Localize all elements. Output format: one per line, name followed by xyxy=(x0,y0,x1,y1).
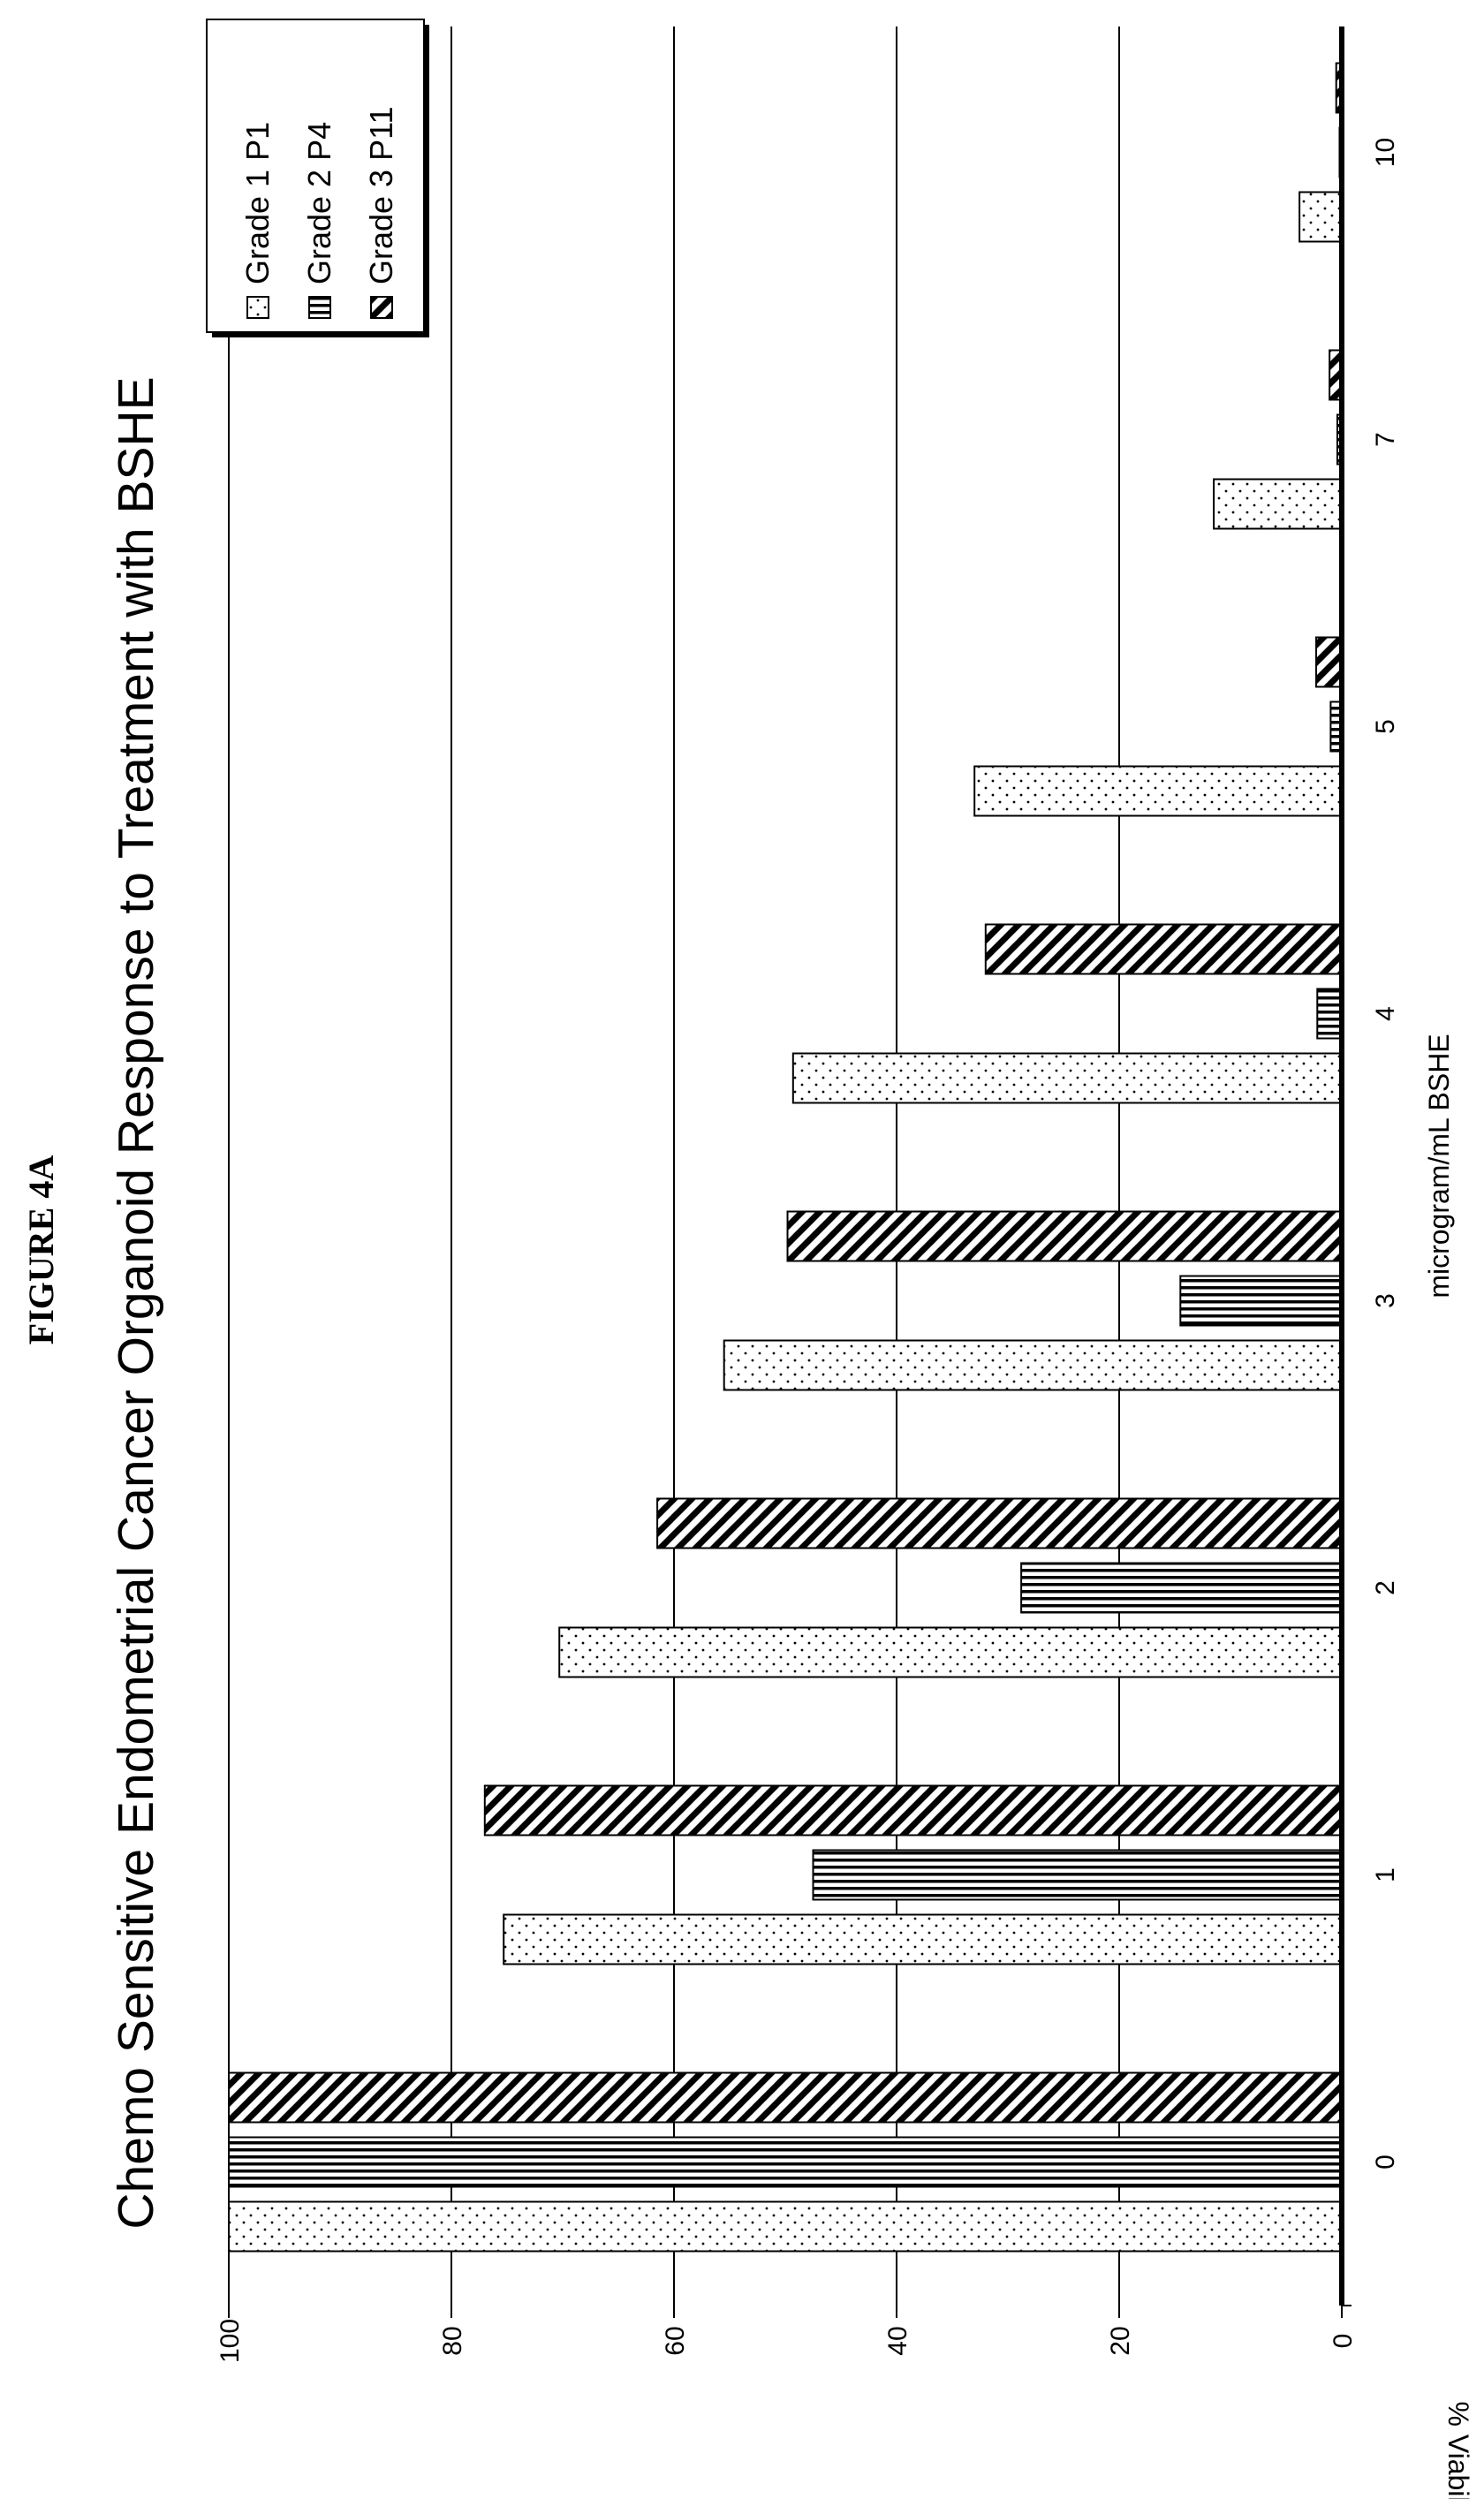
bar-grade-3-p11-0 xyxy=(228,2071,1343,2124)
y-tick-label: 40 xyxy=(883,2326,912,2355)
bar-grade-1-p1-10 xyxy=(1298,191,1343,243)
bar-grade-3-p11-3 xyxy=(786,1210,1343,1262)
bar-grade-3-p11-5 xyxy=(1315,636,1344,688)
category-label: 10 xyxy=(1371,138,1400,167)
y-tick-label: 100 xyxy=(216,2319,245,2363)
legend-label: Grade 2 P4 xyxy=(301,122,337,284)
bar-grade-2-p4-0 xyxy=(228,2136,1343,2188)
bar-grade-1-p1-1 xyxy=(503,1913,1343,1965)
bar-grade-3-p11-1 xyxy=(483,1784,1343,1836)
legend-label: Grade 3 P11 xyxy=(363,107,399,284)
bar-grade-2-p4-1 xyxy=(812,1849,1343,1901)
bar-grade-1-p1-5 xyxy=(973,765,1343,817)
y-tick-label: 60 xyxy=(661,2326,690,2355)
figure-label: FIGURE 4A xyxy=(21,1155,61,1345)
value-axis-ticks: 0 20 40 60 80 100 xyxy=(216,2306,1358,2363)
bars xyxy=(228,62,1344,2253)
y-tick-label: 20 xyxy=(1106,2326,1135,2355)
bar-grade-1-p1-7 xyxy=(1213,478,1343,530)
chart-title: Chemo Sensitive Endometrial Cancer Organ… xyxy=(108,376,164,2229)
bar-grade-2-p4-2 xyxy=(1020,1562,1343,1614)
y-tick-label: 80 xyxy=(438,2326,467,2355)
legend-swatch xyxy=(308,296,331,319)
category-label: 4 xyxy=(1371,1006,1400,1021)
bar-grade-3-p11-2 xyxy=(656,1497,1343,1549)
category-label: 2 xyxy=(1371,1580,1400,1595)
y-tick-label: 0 xyxy=(1329,2334,1358,2349)
category-labels: 0 1 2 3 4 5 7 10 xyxy=(1371,138,1400,2170)
bar-grade-1-p1-2 xyxy=(558,1626,1343,1678)
bar-grade-1-p1-0 xyxy=(228,2200,1343,2253)
bar-grade-1-p1-3 xyxy=(723,1339,1343,1391)
legend-swatch xyxy=(246,296,269,319)
legend-label: Grade 1 P1 xyxy=(239,122,276,284)
category-label: 1 xyxy=(1371,1867,1400,1882)
legend-swatch xyxy=(370,296,393,319)
bar-grade-2-p4-3 xyxy=(1179,1275,1344,1327)
category-label: 7 xyxy=(1371,432,1400,447)
bar-grade-3-p11-4 xyxy=(984,923,1344,975)
bar-grade-2-p4-4 xyxy=(1316,988,1344,1040)
x-axis-title: microgram/mL BSHE xyxy=(1423,1034,1455,1298)
legend: Grade 1 P1 Grade 2 P4 Grade 3 P11 xyxy=(206,19,429,337)
category-label: 5 xyxy=(1371,719,1400,734)
legend-box xyxy=(206,19,425,333)
y-axis-title: % Viability xyxy=(1442,2401,1474,2499)
category-label: 0 xyxy=(1371,2154,1400,2170)
bar-grade-1-p1-4 xyxy=(791,1052,1343,1104)
category-label: 3 xyxy=(1371,1293,1400,1308)
